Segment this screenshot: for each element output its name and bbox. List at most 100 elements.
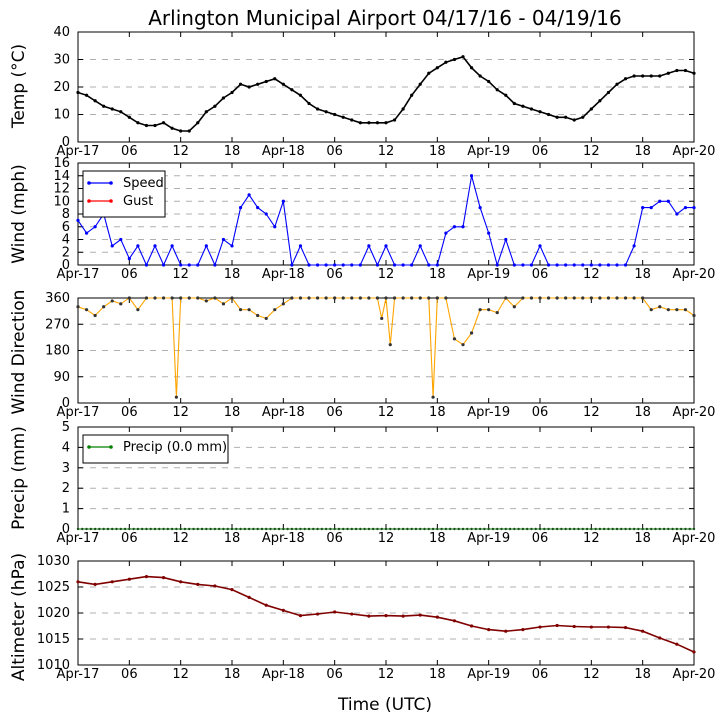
- x-tick-label: 12: [172, 267, 189, 282]
- y-tick-label: 10: [53, 194, 70, 209]
- data-point: [478, 527, 482, 531]
- data-point: [483, 527, 486, 531]
- y-tick-label: 360: [45, 291, 70, 306]
- x-tick-label: 12: [583, 144, 600, 159]
- data-point: [342, 527, 345, 531]
- data-point: [401, 263, 405, 267]
- data-point: [401, 296, 405, 300]
- data-point: [170, 126, 174, 130]
- series-line-temp: [77, 55, 695, 132]
- data-point: [401, 107, 405, 111]
- data-point: [564, 115, 568, 119]
- data-point: [581, 263, 585, 267]
- y-axis-label-precip: Precip (mm): [9, 426, 29, 530]
- data-point: [469, 331, 474, 335]
- data-point: [444, 231, 448, 235]
- data-point: [316, 527, 319, 531]
- x-tick-label: Apr-18: [262, 667, 305, 682]
- data-point: [598, 527, 602, 531]
- x-tick-label: Apr-18: [262, 144, 305, 159]
- y-tick-label: 2: [62, 245, 70, 260]
- data-point: [607, 527, 610, 531]
- data-point: [469, 174, 474, 178]
- y-tick-label: 0: [62, 396, 70, 411]
- data-point: [555, 263, 559, 267]
- data-point: [667, 527, 670, 531]
- x-tick-label: Apr-20: [673, 531, 716, 546]
- data-point: [474, 527, 478, 531]
- x-tick-label: 18: [429, 531, 446, 546]
- data-point: [213, 584, 217, 588]
- data-point: [675, 308, 679, 312]
- data-point: [641, 206, 645, 210]
- data-point: [333, 112, 337, 117]
- data-point: [76, 305, 80, 309]
- data-point: [606, 296, 611, 300]
- data-point: [196, 121, 200, 125]
- data-point: [145, 527, 148, 531]
- data-point: [247, 308, 251, 312]
- data-point: [144, 296, 149, 300]
- x-tick-label: 12: [583, 667, 600, 682]
- data-point: [247, 527, 251, 531]
- data-point: [598, 99, 602, 103]
- x-tick-label: Apr-17: [57, 267, 100, 282]
- data-point: [435, 66, 439, 70]
- y-tick-label: 90: [53, 370, 70, 385]
- data-point: [624, 527, 627, 531]
- data-point: [127, 296, 131, 300]
- data-point: [329, 527, 332, 531]
- data-point: [230, 90, 234, 95]
- data-point: [662, 527, 666, 531]
- data-point: [414, 527, 418, 531]
- data-point: [384, 296, 388, 300]
- data-point: [452, 57, 457, 62]
- data-point: [692, 71, 696, 75]
- data-point: [384, 121, 388, 125]
- data-point: [81, 527, 84, 531]
- data-point: [252, 527, 255, 531]
- data-point: [546, 263, 551, 267]
- data-point: [84, 231, 89, 235]
- x-tick-label: 06: [326, 144, 343, 159]
- data-point: [470, 527, 473, 531]
- data-point: [375, 263, 380, 267]
- y-tick-label: 0: [62, 258, 70, 273]
- data-point: [491, 527, 495, 531]
- data-point: [452, 337, 457, 341]
- data-point: [315, 296, 320, 300]
- data-point: [598, 263, 602, 267]
- data-point: [363, 527, 366, 531]
- x-tick-label: 12: [172, 531, 189, 546]
- x-tick-label: 06: [532, 531, 549, 546]
- x-tick-label: 06: [121, 144, 138, 159]
- x-tick-label: 18: [224, 667, 241, 682]
- x-tick-label: 18: [634, 144, 651, 159]
- data-point: [521, 527, 525, 531]
- data-point: [628, 527, 632, 531]
- data-point: [238, 206, 243, 210]
- data-point: [264, 212, 268, 216]
- y-tick-label: 2: [62, 481, 70, 496]
- y-tick-label: 6: [62, 220, 70, 235]
- data-point: [594, 527, 597, 531]
- data-point: [683, 206, 688, 210]
- data-point: [273, 225, 277, 229]
- x-tick-label: 18: [429, 667, 446, 682]
- data-point: [538, 244, 542, 248]
- data-point: [298, 93, 303, 97]
- data-point: [286, 527, 289, 531]
- data-point: [144, 575, 149, 579]
- data-point: [256, 527, 259, 531]
- data-point: [187, 263, 191, 267]
- data-point: [410, 527, 413, 531]
- x-tick-label: 18: [224, 405, 241, 420]
- data-point: [504, 527, 507, 531]
- data-point: [632, 74, 636, 78]
- y-tick-label: 20: [53, 80, 70, 95]
- data-point: [204, 244, 208, 248]
- series-line-wind: [77, 175, 694, 267]
- data-point: [298, 244, 303, 248]
- x-tick-label: 06: [532, 267, 549, 282]
